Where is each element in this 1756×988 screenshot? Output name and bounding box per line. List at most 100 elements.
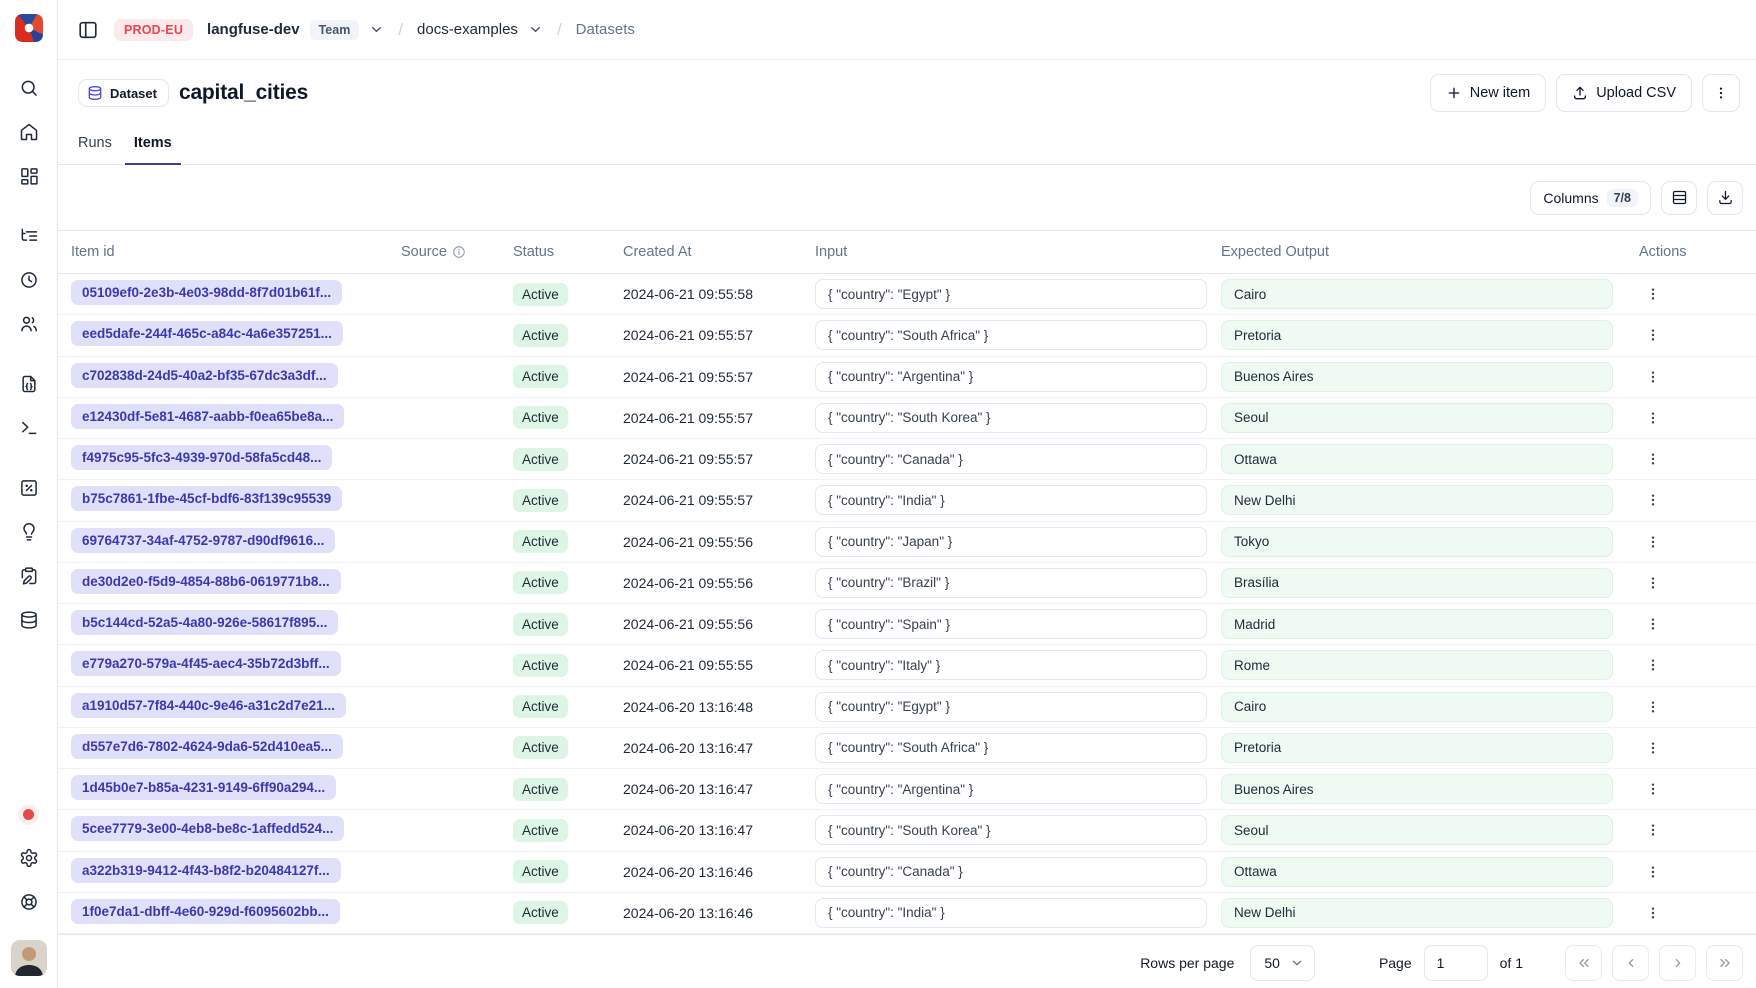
home-icon[interactable] [11,114,47,150]
column-header-expected-output: Expected Output [1221,244,1330,260]
row-kebab-menu-button[interactable] [1639,486,1667,514]
input-cell-box: { "country": "Brazil" } [815,567,1207,598]
kebab-icon [1651,371,1655,383]
pagination-bar: Rows per page 50 Page of 1 [58,934,1756,988]
row-kebab-menu-button[interactable] [1639,734,1667,762]
expected-output-box: Buenos Aires [1221,361,1613,392]
item-id-badge[interactable]: a1910d57-7f84-440c-9e46-a31c2d7e21... [71,692,346,718]
column-header-status: Status [513,244,555,260]
table-row: 5cee7779-3e00-4eb8-be8c-1affedd524... Ac… [58,810,1756,852]
row-height-button[interactable] [1661,180,1697,215]
panel-toggle-icon[interactable] [72,14,104,46]
created-at: 2024-06-20 13:16:48 [623,698,753,715]
annotation-queue-icon[interactable] [11,558,47,594]
breadcrumb-separator: / [556,19,562,39]
item-id-badge[interactable]: b5c144cd-52a5-4a80-926e-58617f895... [71,610,339,636]
row-kebab-menu-button[interactable] [1639,569,1667,597]
settings-gear-icon[interactable] [11,840,47,876]
row-kebab-menu-button[interactable] [1639,899,1667,927]
prev-page-button[interactable] [1612,944,1649,981]
item-id-badge[interactable]: 69764737-34af-4752-9787-d90df9616... [71,527,336,553]
input-cell-box: { "country": "South Korea" } [815,815,1207,846]
item-id-badge[interactable]: eed5dafe-244f-465c-a84c-4a6e357251... [71,321,343,347]
row-kebab-menu-button[interactable] [1639,404,1667,432]
breadcrumb-page[interactable]: Datasets [575,21,635,38]
sessions-icon[interactable] [11,262,47,298]
datasets-icon[interactable] [11,602,47,638]
table-header-row: Item id Source Status Created At Input E… [58,230,1756,274]
row-kebab-menu-button[interactable] [1639,445,1667,473]
table-row: e779a270-579a-4f45-aec4-35b72d3bff... Ac… [58,645,1756,687]
item-id-badge[interactable]: de30d2e0-f5d9-4854-88b6-0619771b8... [71,568,341,594]
row-kebab-menu-button[interactable] [1639,280,1667,308]
rows-per-page-select[interactable]: 50 [1250,944,1315,981]
upload-csv-button[interactable]: Upload CSV [1556,74,1692,112]
record-dot[interactable] [11,796,47,832]
langfuse-logo[interactable] [14,14,43,42]
tab-items[interactable]: Items [124,126,181,165]
created-at: 2024-06-20 13:16:47 [623,739,753,756]
created-at: 2024-06-21 09:55:57 [623,451,753,468]
users-icon[interactable] [11,306,47,342]
row-kebab-menu-button[interactable] [1639,816,1667,844]
columns-button[interactable]: Columns 7/8 [1530,180,1651,215]
item-id-badge[interactable]: e12430df-5e81-4687-aabb-f0ea65be8a... [71,403,345,429]
item-id-badge[interactable]: a322b319-9412-4f43-b8f2-b20484127f... [71,857,341,883]
row-kebab-menu-button[interactable] [1639,610,1667,638]
first-page-button[interactable] [1565,944,1602,981]
row-kebab-menu-button[interactable] [1639,858,1667,886]
sidebar-bottom [10,796,47,976]
table-row: d557e7d6-7802-4624-9da6-52d410ea5... Act… [58,728,1756,769]
row-kebab-menu-button[interactable] [1639,775,1667,803]
export-download-button[interactable] [1707,180,1743,215]
row-kebab-menu-button[interactable] [1639,693,1667,721]
item-id-badge[interactable]: b75c7861-1fbe-45cf-bdf6-83f139c95539 [71,486,343,512]
page-label: Page [1378,954,1412,971]
tab-bar: Runs Items [58,112,1756,165]
input-cell-box: { "country": "South Korea" } [815,402,1207,433]
llm-as-judge-icon[interactable] [11,514,47,550]
item-id-badge[interactable]: c702838d-24d5-40a2-bf35-67dc3a3df... [71,362,338,388]
search-icon[interactable] [11,70,47,106]
row-kebab-menu-button[interactable] [1639,528,1667,556]
org-switcher-chevron-down-icon[interactable] [369,22,384,37]
item-id-badge[interactable]: 1f0e7da1-dbff-4e60-929d-f6095602bb... [71,898,340,924]
item-id-badge[interactable]: e779a270-579a-4f45-aec4-35b72d3bff... [71,651,341,677]
row-kebab-menu-button[interactable] [1639,651,1667,679]
new-item-button[interactable]: New item [1429,74,1547,112]
info-icon[interactable] [452,245,466,259]
item-id-badge[interactable]: 05109ef0-2e3b-4e03-98dd-8f7d01b61f... [71,280,343,306]
kebab-icon [1719,87,1723,99]
created-at: 2024-06-21 09:55:56 [623,574,753,591]
breadcrumb-org[interactable]: langfuse-dev [207,21,300,38]
playground-icon[interactable] [11,410,47,446]
row-kebab-menu-button[interactable] [1639,321,1667,349]
support-lifebuoy-icon[interactable] [11,884,47,920]
tab-runs[interactable]: Runs [78,135,112,151]
rows-icon [1672,190,1686,205]
item-id-badge[interactable]: 1d45b0e7-b85a-4231-9149-6ff90a294... [71,775,337,801]
next-page-button[interactable] [1659,944,1696,981]
row-kebab-menu-button[interactable] [1639,363,1667,391]
created-at: 2024-06-20 13:16:46 [623,863,753,880]
page-kebab-menu-button[interactable] [1702,74,1740,112]
upload-csv-label: Upload CSV [1596,85,1676,101]
evaluation-icon[interactable] [11,470,47,506]
last-page-button[interactable] [1706,944,1743,981]
item-id-badge[interactable]: f4975c95-5fc3-4939-970d-58fa5cd48... [71,445,333,471]
prompts-icon[interactable] [11,366,47,402]
breadcrumb-separator: / [398,19,404,39]
input-cell-box: { "country": "Japan" } [815,526,1207,557]
breadcrumb-project[interactable]: docs-examples [417,21,518,38]
tracing-icon[interactable] [11,218,47,254]
expected-output-box: Brasília [1221,567,1613,598]
column-header-item-id: Item id [71,244,115,260]
user-avatar[interactable] [10,940,47,976]
dashboard-icon[interactable] [11,158,47,194]
item-id-badge[interactable]: d557e7d6-7802-4624-9da6-52d410ea5... [71,733,343,759]
page-number-input[interactable] [1423,944,1488,981]
kebab-icon [1651,329,1655,341]
project-switcher-chevron-down-icon[interactable] [528,22,543,37]
item-id-badge[interactable]: 5cee7779-3e00-4eb8-be8c-1affedd524... [71,816,345,842]
